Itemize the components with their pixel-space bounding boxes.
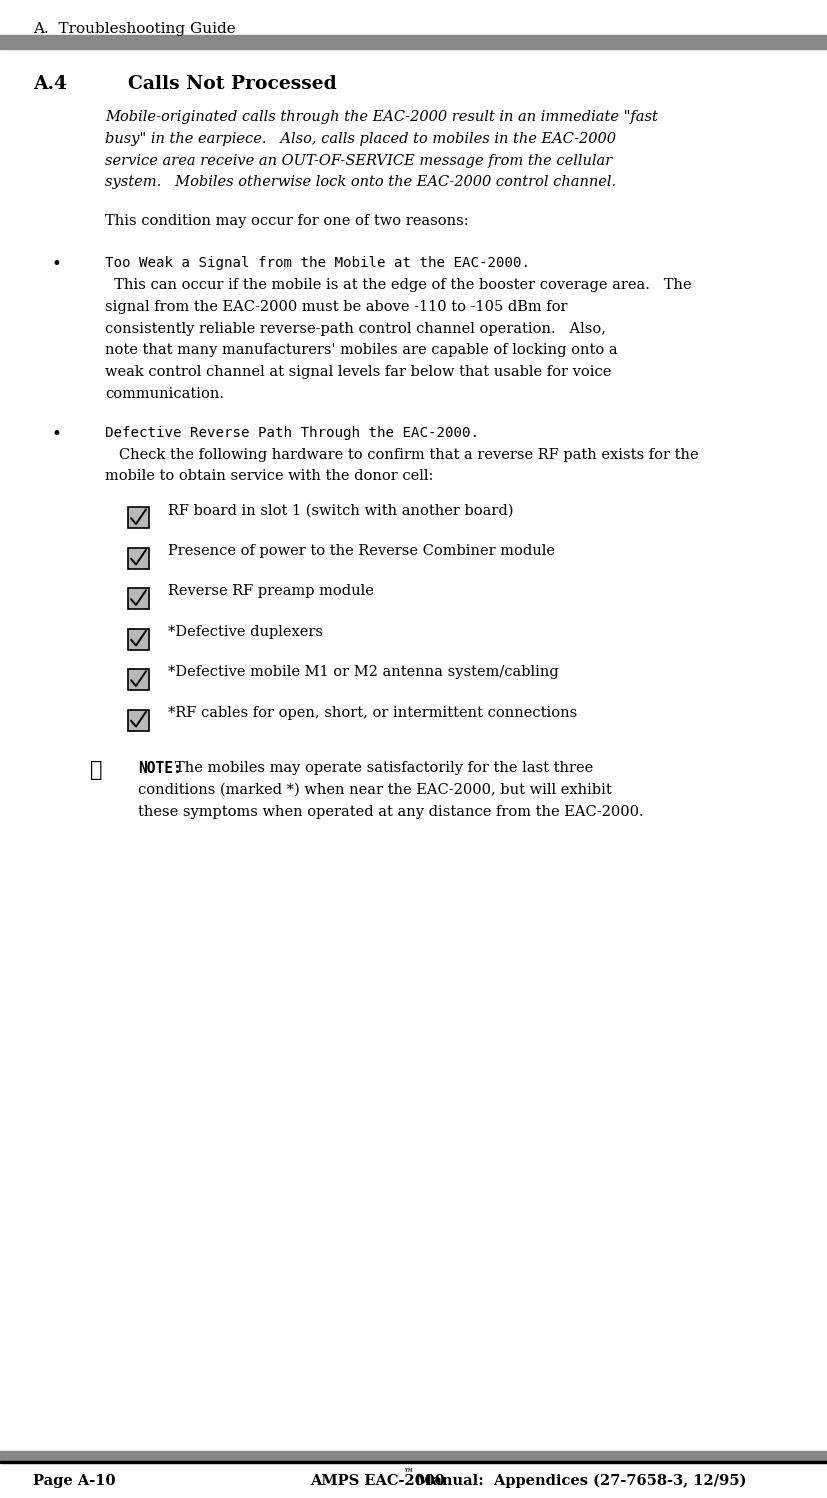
Text: service area receive an OUT-OF-SERVICE message from the cellular: service area receive an OUT-OF-SERVICE m… — [105, 154, 612, 168]
Text: •: • — [52, 425, 62, 443]
Text: A.  Troubleshooting Guide: A. Troubleshooting Guide — [33, 22, 236, 36]
Text: note that many manufacturers' mobiles are capable of locking onto a: note that many manufacturers' mobiles ar… — [105, 343, 618, 358]
Text: *Defective duplexers: *Defective duplexers — [168, 625, 323, 638]
Text: •: • — [52, 256, 62, 273]
Text: these symptoms when operated at any distance from the EAC-2000.: these symptoms when operated at any dist… — [138, 804, 643, 819]
Bar — [128, 548, 149, 569]
Text: busy" in the earpiece.   Also, calls placed to mobiles in the EAC-2000: busy" in the earpiece. Also, calls place… — [105, 132, 616, 145]
Text: Page A-10: Page A-10 — [33, 1474, 116, 1488]
Text: *Defective mobile M1 or M2 antenna system/cabling: *Defective mobile M1 or M2 antenna syste… — [168, 665, 559, 679]
Text: conditions (marked *) when near the EAC-2000, but will exhibit: conditions (marked *) when near the EAC-… — [138, 783, 612, 797]
Text: Defective Reverse Path Through the EAC-2000.: Defective Reverse Path Through the EAC-2… — [105, 425, 479, 440]
Text: This condition may occur for one of two reasons:: This condition may occur for one of two … — [105, 214, 469, 228]
Text: Manual:  Appendices (27-7658-3, 12/95): Manual: Appendices (27-7658-3, 12/95) — [410, 1474, 746, 1489]
Bar — [128, 670, 149, 691]
Text: weak control channel at signal levels far below that usable for voice: weak control channel at signal levels fa… — [105, 366, 611, 379]
Text: The mobiles may operate satisfactorily for the last three: The mobiles may operate satisfactorily f… — [138, 761, 593, 774]
Text: *RF cables for open, short, or intermittent connections: *RF cables for open, short, or intermitt… — [168, 706, 577, 719]
Text: ☛: ☛ — [90, 761, 103, 780]
Text: communication.: communication. — [105, 386, 224, 401]
Text: ™: ™ — [404, 1470, 414, 1479]
Text: Too Weak a Signal from the Mobile at the EAC-2000.: Too Weak a Signal from the Mobile at the… — [105, 256, 530, 270]
Text: A.4: A.4 — [33, 75, 67, 93]
Text: mobile to obtain service with the donor cell:: mobile to obtain service with the donor … — [105, 469, 433, 484]
Text: Check the following hardware to confirm that a reverse RF path exists for the: Check the following hardware to confirm … — [105, 448, 699, 461]
Text: Reverse RF preamp module: Reverse RF preamp module — [168, 584, 374, 598]
Text: NOTE:: NOTE: — [138, 761, 182, 776]
Bar — [128, 589, 149, 610]
Text: Presence of power to the Reverse Combiner module: Presence of power to the Reverse Combine… — [168, 544, 555, 557]
Bar — [128, 508, 149, 529]
Text: signal from the EAC-2000 must be above -110 to -105 dBm for: signal from the EAC-2000 must be above -… — [105, 300, 567, 313]
Text: RF board in slot 1 (switch with another board): RF board in slot 1 (switch with another … — [168, 503, 514, 517]
Bar — [128, 710, 149, 731]
Text: system.   Mobiles otherwise lock onto the EAC-2000 control channel.: system. Mobiles otherwise lock onto the … — [105, 175, 616, 189]
Text: consistently reliable reverse-path control channel operation.   Also,: consistently reliable reverse-path contr… — [105, 322, 606, 336]
Bar — [0, 1461, 827, 1464]
Bar — [128, 629, 149, 650]
Text: AMPS EAC-2000: AMPS EAC-2000 — [310, 1474, 445, 1488]
Text: This can occur if the mobile is at the edge of the booster coverage area.   The: This can occur if the mobile is at the e… — [105, 279, 691, 292]
Bar — [0, 1452, 827, 1461]
Bar — [0, 36, 827, 48]
Text: Mobile-originated calls through the EAC-2000 result in an immediate "fast: Mobile-originated calls through the EAC-… — [105, 109, 657, 124]
Text: Calls Not Processed: Calls Not Processed — [128, 75, 337, 93]
